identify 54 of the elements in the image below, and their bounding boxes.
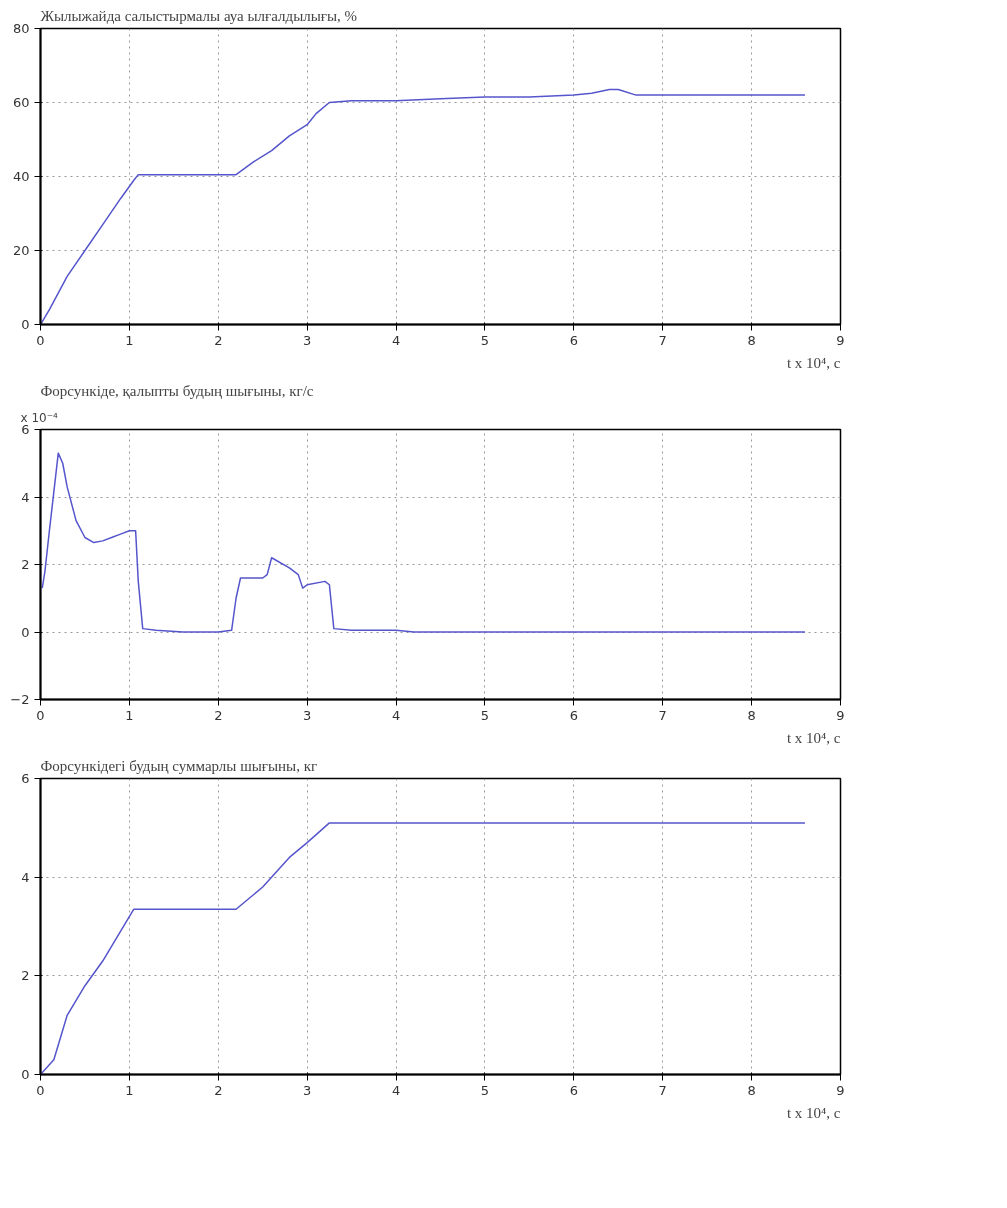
y-tick-label: 0 [21, 317, 30, 332]
y-tick-label: 4 [21, 869, 30, 885]
y-tick-label: 0 [21, 1067, 30, 1082]
x-tick-label: 3 [303, 1082, 312, 1098]
x-tick-label: 6 [569, 332, 578, 348]
x-tick-label: 5 [480, 1082, 490, 1098]
x-tick-label: 2 [214, 332, 223, 348]
x-tick-label: 0 [36, 332, 45, 348]
line-series [40, 822, 806, 1075]
line-series [40, 88, 806, 325]
y-tick-label: 6 [21, 771, 30, 786]
x-tick-label: 7 [658, 332, 667, 348]
x-tick-label: 8 [747, 332, 756, 348]
x-axis-title: t x 10⁴, c [786, 354, 841, 371]
x-tick-label: 9 [836, 707, 845, 723]
y-tick-label: 40 [12, 169, 30, 184]
x-tick-label: 5 [480, 332, 490, 348]
x-tick-label: 6 [569, 707, 578, 723]
y-tick-label: 20 [12, 243, 30, 258]
x-axis-title: t x 10⁴, c [786, 729, 841, 746]
chart-title: Форсункідегі будың суммарлы шығыны, кг [40, 757, 318, 774]
x-tick-label: 0 [36, 1082, 45, 1098]
x-tick-label: 8 [747, 707, 756, 723]
x-tick-label: 7 [658, 1082, 667, 1098]
y-tick-label: 60 [12, 95, 30, 110]
y-tick-label: 2 [21, 557, 30, 572]
chart-title: Жылыжайда салыстырмалы ауа ылғалдылығы, % [40, 7, 358, 24]
y-tick-label: 2 [21, 968, 30, 984]
chart-title: Форсункіде, қалыпты будың шығыны, кг/с [40, 382, 314, 399]
x-tick-label: 8 [747, 1082, 756, 1098]
x-tick-label: 9 [836, 1082, 845, 1098]
x-tick-label: 4 [391, 707, 401, 723]
y-tick-label: 6 [21, 422, 30, 437]
y-tick-label: 0 [21, 624, 30, 640]
x-tick-label: 2 [214, 1082, 223, 1098]
x-axis-title: t x 10⁴, c [786, 1104, 841, 1121]
x-tick-label: 2 [214, 707, 223, 723]
x-tick-label: 6 [569, 1082, 578, 1098]
x-tick-label: 5 [480, 707, 490, 723]
y-tick-label: −2 [10, 692, 30, 707]
x-tick-label: 1 [125, 707, 134, 723]
y-axis-title: x 10⁻⁴ [20, 410, 59, 425]
y-tick-label: 4 [21, 489, 30, 505]
y-tick-label: 80 [12, 21, 30, 36]
x-tick-label: 0 [36, 707, 45, 723]
x-tick-label: 1 [125, 1082, 134, 1098]
x-tick-label: 1 [125, 332, 134, 348]
x-tick-label: 9 [836, 332, 845, 348]
x-tick-label: 7 [658, 707, 667, 723]
x-tick-label: 4 [391, 332, 401, 348]
x-tick-label: 4 [391, 1082, 401, 1098]
line-series [41, 452, 806, 633]
x-tick-label: 3 [303, 332, 312, 348]
x-tick-label: 3 [303, 707, 312, 723]
